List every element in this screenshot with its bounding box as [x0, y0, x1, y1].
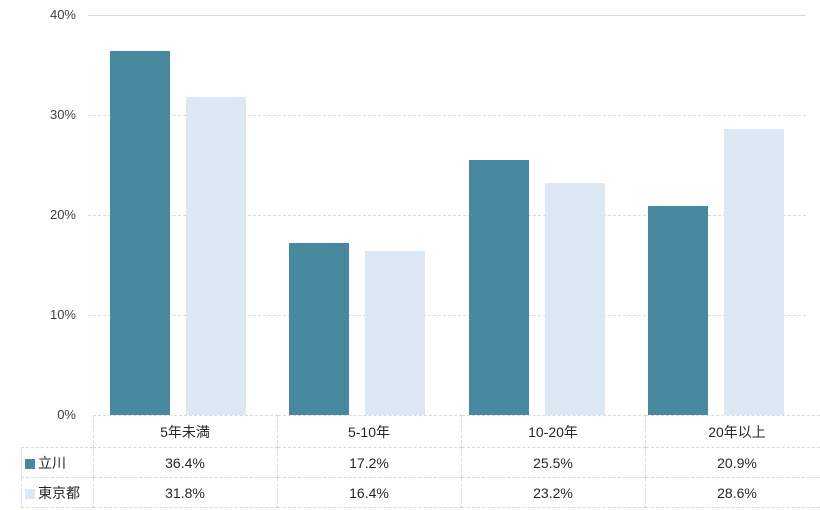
legend-label: 東京都: [38, 484, 80, 501]
bar-group-4: [627, 15, 807, 415]
bar-立川-10-20年: [468, 160, 529, 415]
value-cell: 31.8%: [92, 477, 278, 508]
value-cell: 23.2%: [460, 477, 646, 508]
gridline: [88, 115, 806, 116]
legend-swatch-icon: [25, 488, 35, 499]
y-axis-label: 40%: [49, 7, 76, 22]
bar-group-3: [447, 15, 627, 415]
bar-group-2: [268, 15, 448, 415]
bar-group-1: [88, 15, 268, 415]
category-header-cell: 10-20年: [460, 415, 646, 448]
bar-東京都-5-10年: [365, 251, 426, 415]
value-cell: 20.9%: [644, 447, 820, 478]
legend-label: 立川: [38, 454, 66, 471]
y-axis-label: 20%: [49, 207, 76, 222]
bar-立川-5年未満: [109, 51, 170, 415]
table-row: 東京都 31.8% 16.4% 23.2% 28.6%: [21, 477, 820, 508]
bar-東京都-10-20年: [544, 183, 605, 415]
table-row: 立川 36.4% 17.2% 25.5% 20.9%: [21, 447, 820, 478]
value-cell: 16.4%: [276, 477, 462, 508]
data-table: 5年未満 5-10年 10-20年 20年以上立川 36.4% 17.2% 25.5% 20.…: [21, 415, 820, 508]
y-axis-label: 0%: [57, 407, 76, 422]
category-header-cell: 5年未満: [92, 415, 278, 448]
bar-東京都-5年未満: [185, 97, 246, 415]
legend-swatch-icon: [25, 458, 35, 469]
category-header-cell: 20年以上: [644, 415, 820, 448]
value-cell: 36.4%: [92, 447, 278, 478]
plot-area: [88, 15, 806, 415]
value-cell: 25.5%: [460, 447, 646, 478]
y-axis-label: 10%: [49, 307, 76, 322]
table-corner-cell: [22, 416, 94, 448]
bar-groups: [88, 15, 806, 415]
gridline: [88, 15, 806, 16]
legend-cell-東京都: 東京都: [21, 477, 94, 508]
y-axis-label: 30%: [49, 107, 76, 122]
bar-立川-5-10年: [289, 243, 350, 415]
bar-東京都-20年以上: [724, 129, 785, 415]
category-header-cell: 5-10年: [276, 415, 462, 448]
gridline: [88, 215, 806, 216]
value-cell: 28.6%: [644, 477, 820, 508]
bar-立川-20年以上: [648, 206, 709, 415]
value-cell: 17.2%: [276, 447, 462, 478]
legend-cell-立川: 立川: [21, 447, 94, 478]
gridline: [88, 315, 806, 316]
